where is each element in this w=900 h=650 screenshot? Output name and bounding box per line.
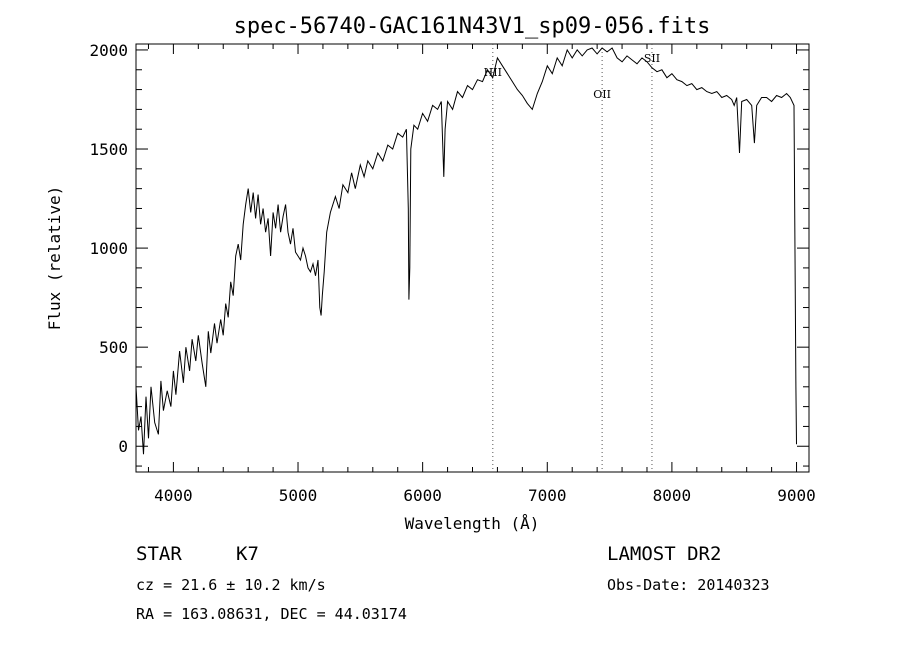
x-tick-label: 8000 — [653, 486, 692, 505]
obs-date-text: Obs-Date: 20140323 — [607, 576, 770, 594]
y-tick-label: 500 — [99, 338, 128, 357]
emission-line-markers: HII OII SII — [484, 44, 660, 472]
survey-label: LAMOST DR2 — [607, 543, 721, 565]
y-tick-label: 1500 — [89, 140, 128, 159]
x-tick-label: 7000 — [528, 486, 567, 505]
chart-title: spec-56740-GAC161N43V1_sp09-056.fits — [234, 14, 711, 39]
redshift-text: cz = 21.6 ± 10.2 km/s — [136, 576, 326, 594]
y-tick-label: 2000 — [89, 41, 128, 60]
coords-text: RA = 163.08631, DEC = 44.03174 — [136, 605, 407, 623]
x-tick-label: 5000 — [279, 486, 318, 505]
subclass-label: K7 — [236, 543, 259, 565]
y-axis-label: Flux (relative) — [45, 186, 64, 331]
class-label: STAR — [136, 543, 182, 565]
y-tick-label: 1000 — [89, 239, 128, 258]
x-tick-label: 6000 — [403, 486, 442, 505]
axis-ticks — [136, 44, 809, 472]
y-tick-label: 0 — [118, 437, 128, 456]
x-tick-label: 4000 — [154, 486, 193, 505]
marker-label: OII — [593, 88, 611, 101]
x-tick-labels: 4000 5000 6000 7000 8000 9000 — [154, 486, 816, 505]
x-axis-label: Wavelength (Å) — [405, 514, 540, 533]
marker-label: HII — [484, 66, 502, 79]
y-tick-labels: 0 500 1000 1500 2000 — [89, 41, 128, 456]
spectrum-series-line — [135, 47, 797, 455]
marker-label: SII — [644, 52, 660, 65]
plot-frame — [135, 43, 810, 473]
x-tick-label: 9000 — [777, 486, 816, 505]
